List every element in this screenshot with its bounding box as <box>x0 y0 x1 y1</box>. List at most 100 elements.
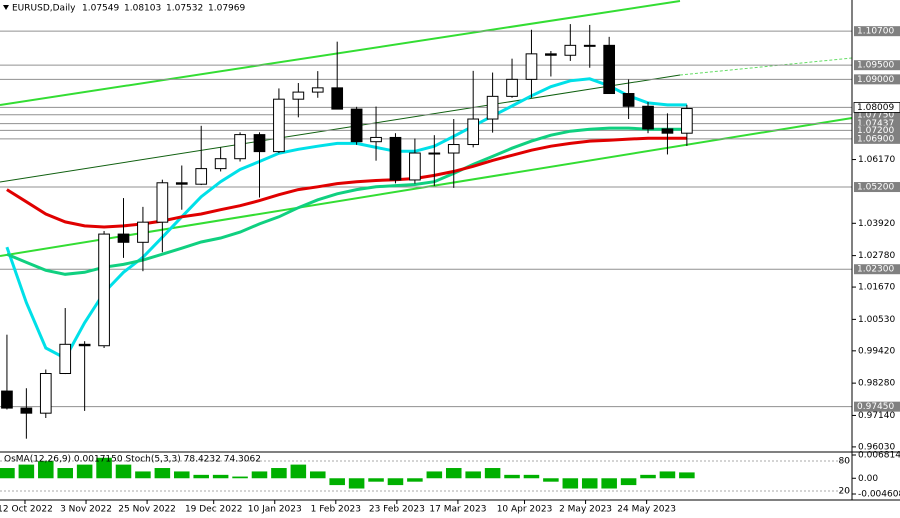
candle-body <box>292 91 305 100</box>
candle-body <box>98 233 110 347</box>
candle-body <box>525 53 538 80</box>
x-tick-label: 10 Jan 2023 <box>248 505 302 515</box>
osma-bar <box>212 474 229 479</box>
candle-body <box>311 87 324 93</box>
menu-triangle[interactable] <box>3 5 9 10</box>
x-tick-label: 24 May 2023 <box>617 505 676 515</box>
osma-bar <box>465 471 481 479</box>
osma-bar <box>581 478 598 489</box>
osma-bar <box>154 468 171 479</box>
candle-body <box>389 136 402 181</box>
level-label-box <box>854 125 900 136</box>
candle-body <box>350 108 363 143</box>
level-label: 1.07750 <box>857 110 894 120</box>
stoch-level-label: 80 <box>839 457 851 467</box>
level-label: 1.09000 <box>857 75 894 85</box>
candle-body <box>564 44 577 56</box>
level-label: 1.07200 <box>857 126 894 136</box>
x-tick-label: 12 Oct 2022 <box>0 505 53 515</box>
osma-bar <box>562 478 579 489</box>
candle-body <box>59 343 72 375</box>
osma-bar <box>193 474 209 479</box>
y-tick-label: 1.01670 <box>858 283 895 293</box>
osma-bar <box>76 464 93 479</box>
candle-body <box>545 53 557 56</box>
osma-bar <box>96 457 112 479</box>
candle-body <box>39 373 52 414</box>
candle-body <box>175 182 188 185</box>
y-tick-label: 1.00530 <box>858 315 895 325</box>
osc-tick-label: 0.0068143 <box>858 451 900 461</box>
candle-body <box>467 118 480 146</box>
osma-bar <box>426 471 443 479</box>
candle-body <box>253 134 266 153</box>
candle-body <box>370 136 382 143</box>
level-label-box <box>854 118 900 129</box>
candle-body <box>681 108 693 134</box>
candle-body <box>506 78 518 97</box>
level-label: 1.09500 <box>857 61 894 71</box>
trend-line <box>0 0 681 106</box>
candle-body <box>331 87 344 110</box>
y-tick-label: 0.97140 <box>858 411 895 421</box>
symbol-title: EURUSD,Daily <box>12 4 76 14</box>
ohlc-readout: 1.07549 <box>82 4 119 14</box>
indicator-title: OsMA(12,26,9) 0.0017150 Stoch(5,3,3) 78.… <box>4 455 261 465</box>
osma-bar <box>232 476 248 479</box>
candle-body <box>137 221 149 243</box>
candle-body <box>428 152 441 155</box>
trend-line <box>0 74 681 183</box>
osma-bar <box>348 478 365 489</box>
level-label-box <box>854 60 900 71</box>
candle-body <box>603 44 616 95</box>
candle-body <box>20 407 33 414</box>
ohlc-readout: 1.07532 <box>166 4 203 14</box>
level-label: 1.02300 <box>857 265 894 275</box>
y-tick-label: 0.98280 <box>858 379 895 389</box>
level-label: 1.05200 <box>857 183 894 193</box>
osma-bar <box>387 478 404 486</box>
x-tick-label: 3 Nov 2022 <box>60 505 112 515</box>
osma-bar <box>135 471 151 479</box>
osc-tick-label: -0.004608 <box>858 490 900 500</box>
osma-bar <box>0 468 15 479</box>
level-label-box <box>854 26 900 37</box>
moving-average <box>6 136 687 229</box>
x-tick-label: 23 Feb 2023 <box>369 505 425 515</box>
osma-bar <box>329 478 345 486</box>
y-tick-label: 1.06170 <box>858 155 895 165</box>
y-tick-label: 1.03920 <box>858 219 895 229</box>
osma-bar <box>679 472 695 479</box>
level-label: 0.97450 <box>857 402 894 412</box>
osc-tick-label: 0.00 <box>858 474 878 484</box>
moving-average <box>6 126 687 276</box>
x-tick-label: 10 Apr 2023 <box>497 505 553 515</box>
x-tick-label: 17 Mar 2023 <box>429 505 486 515</box>
level-label-box <box>854 182 900 193</box>
x-tick-label: 25 Nov 2022 <box>118 505 176 515</box>
candle-body <box>234 134 246 160</box>
candle-body <box>117 233 130 243</box>
osma-bar <box>115 464 132 479</box>
y-tick-label: 0.96030 <box>858 442 895 452</box>
candle-body <box>409 152 421 181</box>
x-tick-label: 19 Dec 2022 <box>185 505 243 515</box>
candle-body <box>156 182 169 223</box>
candle-body <box>661 128 674 134</box>
level-label-box <box>854 133 900 144</box>
osma-bar <box>601 478 617 489</box>
osma-bar <box>659 471 676 479</box>
osma-bar <box>38 461 54 479</box>
ohlc-readout: 1.08103 <box>124 4 161 14</box>
current-price-box <box>853 102 900 113</box>
osma-bar <box>309 471 326 479</box>
osma-bar <box>174 471 190 479</box>
level-label-box <box>854 74 900 85</box>
level-label-box <box>854 109 900 120</box>
candle-body <box>486 95 499 120</box>
level-label: 1.10700 <box>857 27 894 37</box>
osma-bar <box>620 478 637 486</box>
osma-bar <box>290 464 307 479</box>
